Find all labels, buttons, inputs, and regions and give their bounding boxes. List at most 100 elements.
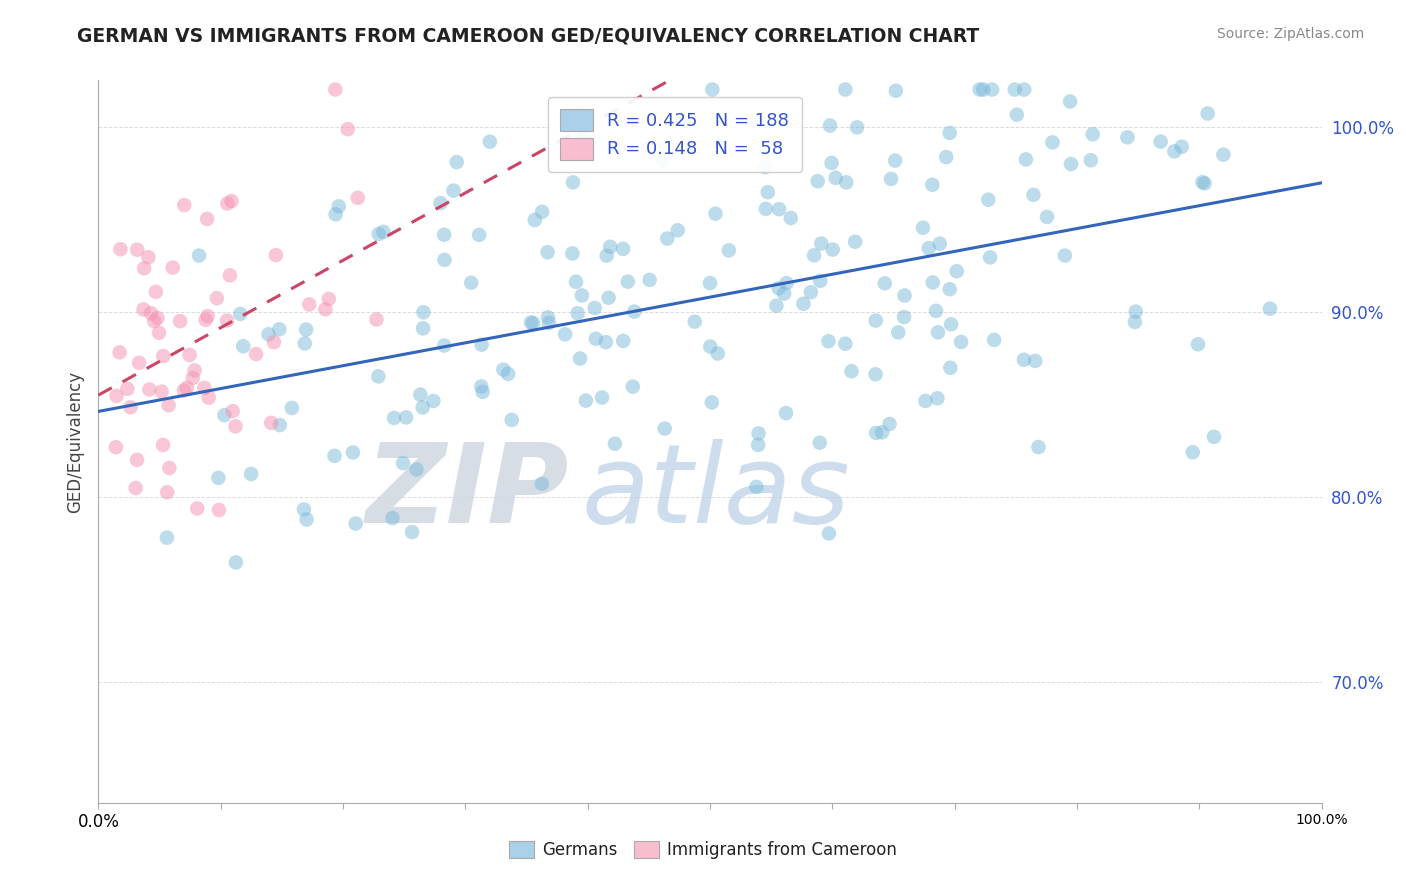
Point xyxy=(176,381,198,395)
Point xyxy=(1059,95,1081,109)
Point xyxy=(821,243,844,257)
Point xyxy=(197,309,219,323)
Point xyxy=(612,242,634,256)
Point xyxy=(927,392,949,406)
Point xyxy=(281,401,304,415)
Point xyxy=(294,336,316,351)
Point xyxy=(818,526,841,541)
Point xyxy=(1012,352,1035,367)
Point xyxy=(820,156,842,170)
Point xyxy=(935,150,957,164)
Point xyxy=(818,119,841,133)
Point xyxy=(865,425,887,440)
Point xyxy=(945,264,967,278)
Point xyxy=(443,184,465,198)
Point xyxy=(1024,354,1046,368)
Point xyxy=(138,383,160,397)
Point xyxy=(824,170,846,185)
Point xyxy=(325,207,347,221)
Point xyxy=(169,314,191,328)
Point xyxy=(152,349,174,363)
Point xyxy=(583,301,606,315)
Point xyxy=(808,435,831,450)
Point xyxy=(318,292,340,306)
Point xyxy=(323,449,346,463)
Point xyxy=(409,387,432,401)
Point xyxy=(1015,153,1038,167)
Point xyxy=(925,304,948,318)
Point xyxy=(260,416,283,430)
Point xyxy=(981,82,1004,96)
Point xyxy=(616,275,638,289)
Point xyxy=(382,411,405,425)
Point xyxy=(295,512,318,526)
Point xyxy=(914,393,936,408)
Point xyxy=(569,351,592,366)
Point xyxy=(841,364,863,378)
Point xyxy=(173,198,195,212)
Point xyxy=(879,417,901,431)
Point xyxy=(1081,128,1104,142)
Point xyxy=(173,384,195,398)
Point xyxy=(269,418,291,433)
Point xyxy=(554,327,576,342)
Point xyxy=(717,244,740,258)
Point xyxy=(779,211,801,225)
Point xyxy=(1163,145,1185,159)
Point xyxy=(145,285,167,299)
Point xyxy=(381,511,404,525)
Point xyxy=(217,196,239,211)
Point xyxy=(950,334,973,349)
Point xyxy=(146,311,169,326)
Point xyxy=(1080,153,1102,168)
Point xyxy=(257,327,280,342)
Point xyxy=(478,135,501,149)
Point xyxy=(162,260,184,275)
Point xyxy=(810,236,832,251)
Point xyxy=(128,356,150,370)
Point xyxy=(492,362,515,376)
Point xyxy=(621,379,644,393)
Point xyxy=(707,346,730,360)
Point xyxy=(596,249,619,263)
Point xyxy=(1004,82,1026,96)
Point xyxy=(918,241,941,255)
Point xyxy=(470,379,492,393)
Text: GERMAN VS IMMIGRANTS FROM CAMEROON GED/EQUIVALENCY CORRELATION CHART: GERMAN VS IMMIGRANTS FROM CAMEROON GED/E… xyxy=(77,27,980,45)
Point xyxy=(139,306,162,320)
Point xyxy=(1197,106,1219,120)
Point xyxy=(1005,108,1028,122)
Point xyxy=(412,305,434,319)
Point xyxy=(939,360,962,375)
Point xyxy=(599,240,621,254)
Point xyxy=(747,438,769,452)
Point xyxy=(585,332,607,346)
Point xyxy=(134,261,156,276)
Point xyxy=(245,347,267,361)
Point xyxy=(530,476,553,491)
Point xyxy=(700,395,723,409)
Point xyxy=(263,335,285,350)
Point xyxy=(314,302,336,317)
Point xyxy=(595,334,617,349)
Point xyxy=(471,384,494,399)
Text: atlas: atlas xyxy=(582,439,851,546)
Point xyxy=(110,242,132,256)
Point xyxy=(1053,248,1076,262)
Point xyxy=(745,480,768,494)
Point xyxy=(117,382,139,396)
Point xyxy=(501,413,523,427)
Point xyxy=(138,250,160,264)
Point xyxy=(108,345,131,359)
Point xyxy=(1123,315,1146,329)
Point xyxy=(537,310,560,325)
Point xyxy=(224,419,246,434)
Point xyxy=(803,248,825,262)
Point xyxy=(562,175,585,189)
Point xyxy=(323,82,346,96)
Point xyxy=(834,336,856,351)
Point xyxy=(344,516,367,531)
Point xyxy=(221,194,243,208)
Point xyxy=(232,339,254,353)
Point xyxy=(148,326,170,340)
